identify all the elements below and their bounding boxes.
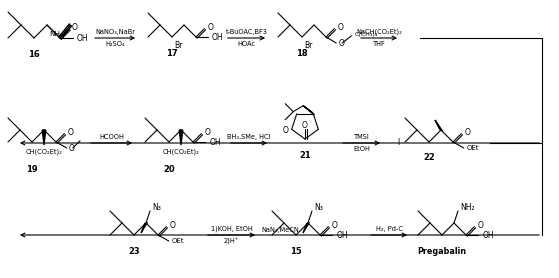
- Polygon shape: [179, 130, 183, 145]
- Text: O: O: [169, 221, 176, 230]
- Text: O: O: [477, 221, 484, 230]
- Text: NH₂: NH₂: [460, 202, 475, 212]
- Text: Br: Br: [304, 41, 312, 49]
- Text: HOAc: HOAc: [238, 41, 255, 47]
- Text: O: O: [465, 128, 470, 137]
- Text: OH: OH: [210, 138, 221, 147]
- Text: O: O: [68, 128, 73, 137]
- Text: NH₂: NH₂: [49, 31, 63, 37]
- Text: BH₃.SMe, HCl: BH₃.SMe, HCl: [228, 134, 271, 140]
- Polygon shape: [303, 106, 314, 115]
- Text: OH: OH: [337, 230, 349, 240]
- Text: 20: 20: [163, 165, 175, 175]
- Text: Pregabalin: Pregabalin: [418, 247, 467, 255]
- Text: 18: 18: [296, 48, 308, 58]
- Text: HCOOH: HCOOH: [99, 134, 124, 140]
- Polygon shape: [435, 120, 442, 131]
- Text: I: I: [398, 138, 400, 147]
- Polygon shape: [42, 130, 46, 145]
- Text: O: O: [207, 23, 214, 32]
- Text: NaCH(CO₂Et)₂: NaCH(CO₂Et)₂: [356, 29, 402, 35]
- Text: 17: 17: [166, 48, 178, 58]
- Text: OEt: OEt: [467, 145, 479, 151]
- Text: OH: OH: [77, 34, 89, 43]
- Text: NaNO₃,NaBr: NaNO₃,NaBr: [95, 29, 135, 35]
- Text: O: O: [338, 23, 343, 32]
- Text: OEt: OEt: [172, 238, 184, 244]
- Text: 23: 23: [128, 247, 140, 255]
- Text: EtOH: EtOH: [353, 146, 370, 152]
- Text: TMSI: TMSI: [354, 134, 369, 140]
- Text: O: O: [69, 143, 75, 153]
- Text: H₂SO₄: H₂SO₄: [105, 41, 125, 47]
- Polygon shape: [303, 222, 309, 233]
- Text: CH(CO₂Et)₂: CH(CO₂Et)₂: [163, 149, 200, 155]
- Text: 15: 15: [290, 247, 302, 255]
- Text: CH(CO₂Et)₂: CH(CO₂Et)₂: [26, 149, 63, 155]
- Text: 19: 19: [26, 165, 38, 175]
- Text: NaN₃,MeCN: NaN₃,MeCN: [261, 227, 299, 233]
- Text: THF: THF: [373, 41, 385, 47]
- Text: 2)H⁺: 2)H⁺: [224, 237, 239, 245]
- Text: N₃: N₃: [152, 202, 161, 212]
- Text: Br: Br: [174, 41, 182, 49]
- Text: 16: 16: [28, 49, 40, 58]
- Text: O: O: [338, 38, 344, 48]
- Text: O: O: [72, 23, 78, 33]
- Text: 1)KOH, EtOH: 1)KOH, EtOH: [211, 226, 252, 232]
- Text: O: O: [302, 120, 308, 130]
- Text: N₃: N₃: [314, 202, 323, 212]
- Text: 21: 21: [299, 150, 311, 160]
- Text: C(CH₃)₃: C(CH₃)₃: [354, 32, 378, 37]
- Text: O: O: [283, 126, 288, 135]
- Polygon shape: [141, 222, 148, 233]
- Text: 22: 22: [423, 153, 435, 163]
- Text: OH: OH: [212, 33, 224, 41]
- Text: O: O: [205, 128, 210, 137]
- Text: OH: OH: [483, 230, 495, 240]
- Text: O: O: [331, 221, 337, 230]
- Text: t-BuOAC,BF3: t-BuOAC,BF3: [226, 29, 267, 35]
- Text: H₂, Pd-C: H₂, Pd-C: [376, 226, 402, 232]
